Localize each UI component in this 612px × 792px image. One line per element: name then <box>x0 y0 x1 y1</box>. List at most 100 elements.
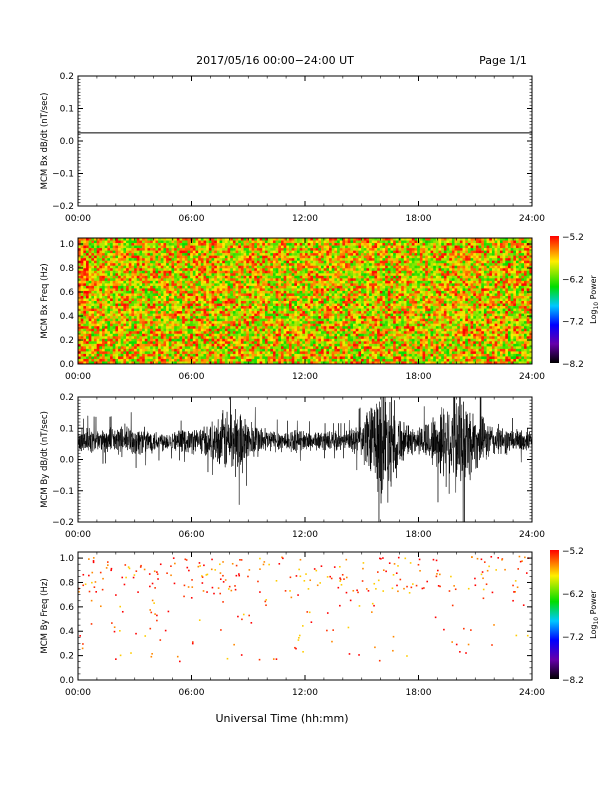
spectrogram-cell <box>115 341 119 345</box>
spectrogram-cell <box>104 238 108 241</box>
spectrogram-cell <box>142 265 146 269</box>
spectrogram-cell <box>321 318 324 322</box>
spectrogram-cell <box>232 285 236 289</box>
spectrogram-cell <box>115 313 119 317</box>
figure-title: 2017/05/16 00:00−24:00 UT <box>196 54 354 67</box>
spectrogram-cell <box>126 268 130 272</box>
spectrogram-cell <box>280 318 284 322</box>
spectrogram-cell <box>235 260 239 264</box>
spectrogram-cell <box>136 356 140 360</box>
spectrogram-cell <box>184 265 188 269</box>
spectrogram-cell <box>267 321 271 324</box>
spectrogram-cell <box>94 283 97 287</box>
spectrogram-cell <box>208 290 212 294</box>
spectrogram-cell <box>331 258 335 261</box>
spectrogram-cell <box>99 298 103 302</box>
spectrogram-cell <box>222 270 226 274</box>
spectrogram-cell <box>158 298 162 302</box>
spectrogram-cell <box>112 260 116 264</box>
spectrogram-cell <box>331 341 335 345</box>
spectrogram-cell <box>190 285 194 289</box>
spectrogram-cell <box>176 250 180 254</box>
spectrogram-cell <box>272 311 276 314</box>
spectrogram-cell <box>248 268 252 272</box>
spectrogram-cell <box>211 253 215 256</box>
spectrogram-cell <box>305 245 308 249</box>
spectrogram-cell <box>230 343 234 347</box>
spectrogram-cell <box>331 316 335 319</box>
spectrogram-cell <box>296 358 300 362</box>
spectrogram-cell <box>275 278 279 282</box>
spectrogram-cell <box>158 265 162 269</box>
spectrogram-cell <box>184 318 188 322</box>
spectrogram-cell <box>184 248 188 251</box>
spectrogram-cell <box>171 270 175 274</box>
spectrogram-cell <box>240 270 244 274</box>
spectrogram-cell <box>115 280 119 284</box>
spectrogram-cell <box>200 288 204 292</box>
spectrogram-cell <box>275 303 279 307</box>
spectrogram-cell <box>305 328 308 332</box>
spectrogram-cell <box>160 270 164 274</box>
spectrogram-cell <box>78 265 81 269</box>
spectrogram-cell <box>126 356 130 360</box>
spectrogram-cell <box>254 298 258 302</box>
spectrogram-cell <box>219 240 223 244</box>
spectrogram-cell <box>243 306 247 309</box>
spectrogram-cell <box>227 316 231 319</box>
spectrogram-cell <box>102 318 106 322</box>
spectrogram-cell <box>99 290 103 294</box>
spectrogram-cell <box>174 280 178 284</box>
spectrogram-cell <box>144 273 148 277</box>
spectrogram-cell <box>310 280 314 284</box>
spectrogram-cell <box>144 238 148 241</box>
spectrogram-cell <box>240 351 244 355</box>
spectrogram-cell <box>86 265 89 269</box>
spectrogram-cell <box>331 323 335 327</box>
spectrogram-cell <box>329 333 333 337</box>
spectrogram-cell <box>200 301 204 304</box>
spectrogram-cell <box>329 238 333 241</box>
spectrogram-cell <box>160 288 164 292</box>
spectrogram-cell <box>305 290 308 294</box>
spectrogram-cell <box>264 275 268 279</box>
spectrogram-cell <box>158 273 162 277</box>
spectrogram-cell <box>120 238 124 241</box>
spectrogram-cell <box>94 343 97 347</box>
spectrogram-cell <box>155 295 159 299</box>
spectrogram-cell <box>195 358 199 362</box>
spectrogram-cell <box>331 285 335 289</box>
spectrogram-cell <box>155 280 159 284</box>
spectrogram-cell <box>291 295 295 299</box>
spectrogram-cell <box>246 331 250 335</box>
spectrogram-cell <box>291 288 295 292</box>
spectrogram-cell <box>331 250 335 254</box>
spectrogram-cell <box>302 351 306 355</box>
spectrogram-cell <box>91 341 95 345</box>
spectrogram-cell <box>107 321 111 324</box>
spectrogram-cell <box>110 273 114 277</box>
spectrogram-cell <box>112 245 116 249</box>
spectrogram-cell <box>131 245 135 249</box>
spectrogram-cell <box>310 283 314 287</box>
spectrogram-cell <box>179 326 183 330</box>
spectrogram-cell <box>267 243 271 246</box>
spectrogram-cell <box>174 361 178 365</box>
spectrogram-cell <box>286 323 290 327</box>
spectrogram-cell <box>198 306 202 309</box>
spectrogram-cell <box>248 313 252 317</box>
spectrogram-cell <box>131 268 135 272</box>
spectrogram-cell <box>123 313 127 317</box>
spectrogram-cell <box>78 263 81 267</box>
spectrogram-cell <box>224 346 228 350</box>
spectrogram-cell <box>238 308 242 312</box>
spectrogram-cell <box>126 313 130 317</box>
spectrogram-cell <box>326 358 330 362</box>
spectrogram-cell <box>168 331 172 335</box>
spectrogram-cell <box>256 338 260 342</box>
spectrogram-cell <box>291 323 295 327</box>
spectrogram-cell <box>248 248 252 251</box>
spectrogram-cell <box>283 343 287 347</box>
spectrogram-cell <box>203 348 207 352</box>
spectrogram-cell <box>208 356 212 360</box>
